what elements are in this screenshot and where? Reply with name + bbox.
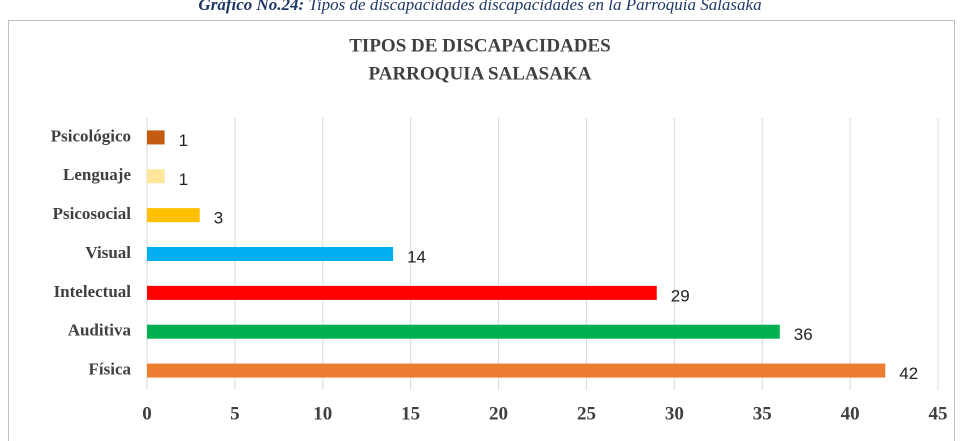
y-tick-label: Intelectual (54, 282, 132, 301)
x-tick-label: 10 (313, 403, 332, 424)
bar (147, 169, 165, 184)
x-tick-label: 5 (230, 403, 240, 424)
bar (147, 285, 657, 300)
data-label: 36 (794, 325, 813, 344)
data-label: 14 (407, 247, 426, 266)
caption: Gráfico No.24: Tipos de discapacidades d… (198, 0, 761, 14)
x-tick-label: 35 (753, 403, 772, 424)
y-tick-label: Visual (85, 243, 131, 262)
x-tick-label: 25 (577, 403, 596, 424)
data-label: 29 (671, 286, 690, 305)
chart-title: TIPOS DE DISCAPACIDADES (349, 35, 610, 56)
x-tick-label: 20 (489, 403, 508, 424)
x-tick-label: 30 (665, 403, 684, 424)
y-tick-label: Psicológico (51, 126, 131, 145)
x-tick-label: 40 (841, 403, 860, 424)
caption-text: Tipos de discapacidades discapacidades e… (308, 0, 761, 14)
data-label: 3 (214, 209, 223, 228)
x-tick-label: 15 (401, 403, 420, 424)
data-label: 1 (179, 170, 188, 189)
data-label: 42 (899, 364, 918, 383)
chart-border (8, 20, 955, 441)
y-tick-label: Física (89, 359, 132, 378)
y-tick-label: Lenguaje (63, 165, 131, 184)
bar (147, 324, 780, 339)
data-label: 1 (179, 131, 188, 150)
y-tick-label: Auditiva (68, 321, 132, 340)
x-tick-label: 0 (142, 403, 152, 424)
bar (147, 208, 200, 223)
chart-title: PARROQUIA SALASAKA (369, 63, 592, 84)
bar (147, 363, 886, 378)
x-tick-label: 45 (929, 403, 948, 424)
y-tick-label: Psicosocial (53, 204, 132, 223)
bar (147, 247, 394, 261)
bar (147, 130, 165, 145)
caption-label: Gráfico No.24: (198, 0, 304, 14)
